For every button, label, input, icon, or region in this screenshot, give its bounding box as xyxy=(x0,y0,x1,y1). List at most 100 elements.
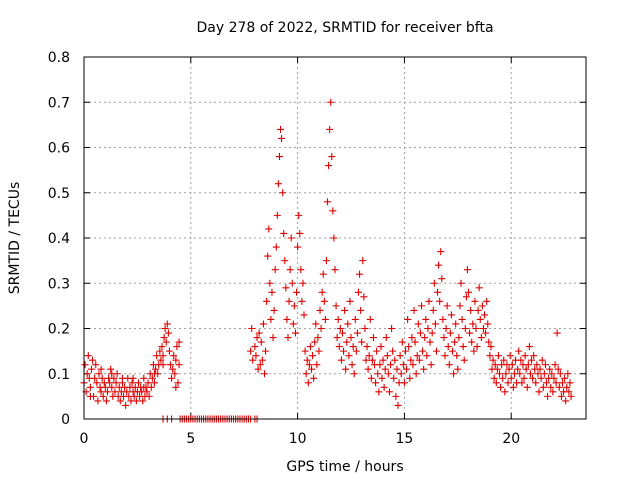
data-point xyxy=(469,320,477,328)
data-point xyxy=(408,334,416,342)
data-point xyxy=(324,198,332,206)
data-point xyxy=(247,347,255,355)
x-tick-label: 5 xyxy=(186,431,195,447)
data-point xyxy=(316,306,324,314)
data-point xyxy=(106,379,114,387)
y-tick-label: 0.5 xyxy=(48,186,70,202)
data-point xyxy=(442,325,450,332)
data-point xyxy=(171,370,179,378)
data-point xyxy=(111,388,119,396)
data-point xyxy=(437,248,445,256)
data-point xyxy=(404,315,412,323)
data-point xyxy=(87,365,95,373)
data-point xyxy=(537,374,545,382)
data-point xyxy=(401,347,409,355)
data-point xyxy=(383,352,391,360)
data-point xyxy=(134,379,142,387)
data-point xyxy=(271,266,279,274)
data-point xyxy=(326,125,334,133)
data-point xyxy=(290,302,298,310)
data-point xyxy=(561,374,569,382)
data-point xyxy=(520,374,528,382)
data-point xyxy=(300,311,308,319)
data-point xyxy=(448,347,456,355)
data-point xyxy=(522,365,530,373)
data-point xyxy=(257,338,265,346)
data-point xyxy=(385,388,393,396)
data-point xyxy=(91,374,99,382)
data-point xyxy=(462,293,470,301)
data-point xyxy=(144,379,152,387)
data-point xyxy=(388,325,396,332)
data-point xyxy=(466,329,474,337)
y-tick-label: 0.8 xyxy=(48,50,70,66)
x-tick-label: 15 xyxy=(396,431,414,447)
data-point xyxy=(293,288,301,296)
data-point xyxy=(471,297,479,305)
data-point xyxy=(143,388,151,396)
data-point xyxy=(277,125,285,133)
data-point xyxy=(444,343,452,351)
data-point xyxy=(148,374,156,382)
data-point xyxy=(436,297,444,305)
data-point xyxy=(482,329,490,337)
data-point xyxy=(375,388,383,396)
data-point xyxy=(378,374,386,382)
data-point xyxy=(289,320,297,328)
data-point xyxy=(94,397,102,405)
data-point xyxy=(305,361,313,369)
data-point xyxy=(283,315,291,323)
data-point xyxy=(167,361,175,369)
data-point xyxy=(416,329,424,337)
data-point xyxy=(366,315,374,323)
data-point xyxy=(453,352,461,360)
data-point xyxy=(399,361,407,369)
data-point xyxy=(254,365,262,373)
data-point xyxy=(86,392,94,400)
data-point xyxy=(320,297,328,305)
data-point xyxy=(567,392,575,400)
data-point xyxy=(312,320,320,328)
data-point xyxy=(258,356,266,364)
data-point xyxy=(447,311,455,319)
data-point xyxy=(286,266,294,274)
data-point xyxy=(338,329,346,337)
data-point xyxy=(95,370,103,378)
y-tick-label: 0.4 xyxy=(48,231,70,247)
data-point xyxy=(365,352,373,360)
data-point xyxy=(500,356,508,364)
data-point xyxy=(382,334,390,342)
data-point xyxy=(429,306,437,314)
data-point xyxy=(309,352,317,360)
data-point xyxy=(430,279,438,287)
data-point xyxy=(139,397,147,405)
data-point xyxy=(400,379,408,387)
data-point xyxy=(387,361,395,369)
data-point xyxy=(518,379,526,387)
data-point xyxy=(534,370,542,378)
data-point xyxy=(484,320,492,328)
data-point xyxy=(559,379,567,387)
data-point xyxy=(554,365,562,373)
data-point xyxy=(360,293,368,301)
data-point xyxy=(381,365,389,373)
data-point xyxy=(516,370,524,378)
data-point xyxy=(342,365,350,373)
data-point xyxy=(107,365,115,373)
data-point xyxy=(393,365,401,373)
data-point xyxy=(410,306,418,314)
data-point xyxy=(160,334,168,342)
data-point xyxy=(508,361,516,369)
data-point xyxy=(336,325,344,332)
data-point xyxy=(425,297,433,305)
data-point xyxy=(468,338,476,346)
data-point xyxy=(384,370,392,378)
data-point xyxy=(310,374,318,382)
data-point xyxy=(97,388,105,396)
data-point xyxy=(274,180,282,188)
data-point xyxy=(540,370,548,378)
data-point xyxy=(161,325,169,332)
data-point xyxy=(553,329,561,337)
data-point xyxy=(169,365,177,373)
data-point xyxy=(392,392,400,400)
